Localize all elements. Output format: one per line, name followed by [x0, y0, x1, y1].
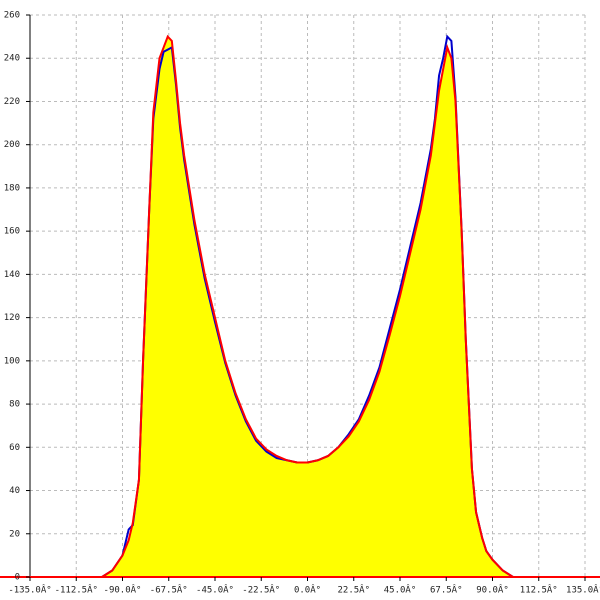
- y-tick-label: 100: [4, 356, 20, 366]
- y-tick-label: 60: [9, 443, 20, 453]
- area-fill: [101, 36, 514, 578]
- x-tick-label: 90.0Â°: [476, 584, 509, 596]
- labels: 0 20 40 60 80 100 120 140 160 180 200 220 240 260 -135…: [4, 11, 600, 596]
- x-tick-label: 45.0Â°: [384, 584, 417, 596]
- y-tick-label: 0: [15, 573, 20, 583]
- x-tick-label: 112.5Â°: [520, 584, 558, 596]
- x-tick-label: -22.5Â°: [242, 584, 280, 596]
- y-tick-label: 180: [4, 183, 20, 193]
- x-tick-label: 0.0Â°: [294, 584, 321, 596]
- x-tick-label: -135.0Â°: [8, 584, 51, 596]
- x-tick-label: -90.0Â°: [104, 584, 142, 596]
- y-tick-label: 80: [9, 400, 20, 410]
- x-tick-label: -45.0Â°: [196, 584, 234, 596]
- plot: [101, 34, 514, 578]
- y-tick-label: 40: [9, 486, 20, 496]
- series-line: [101, 34, 514, 578]
- x-tick-label: 22.5Â°: [337, 584, 370, 596]
- y-tick-label: 240: [4, 54, 20, 64]
- y-tick-label: 120: [4, 313, 20, 323]
- x-tick-label: 135.0Â°: [566, 584, 600, 596]
- y-tick-label: 160: [4, 227, 20, 237]
- axes: [0, 15, 600, 580]
- x-tick-label: 67.5Â°: [430, 584, 463, 596]
- y-tick-label: 20: [9, 529, 20, 539]
- y-tick-label: 220: [4, 97, 20, 107]
- x-tick-label: -112.5Â°: [55, 584, 98, 596]
- y-tick-label: 260: [4, 11, 20, 21]
- x-tick-label: -67.5Â°: [150, 584, 188, 596]
- y-tick-label: 200: [4, 140, 20, 150]
- y-tick-label: 140: [4, 270, 20, 280]
